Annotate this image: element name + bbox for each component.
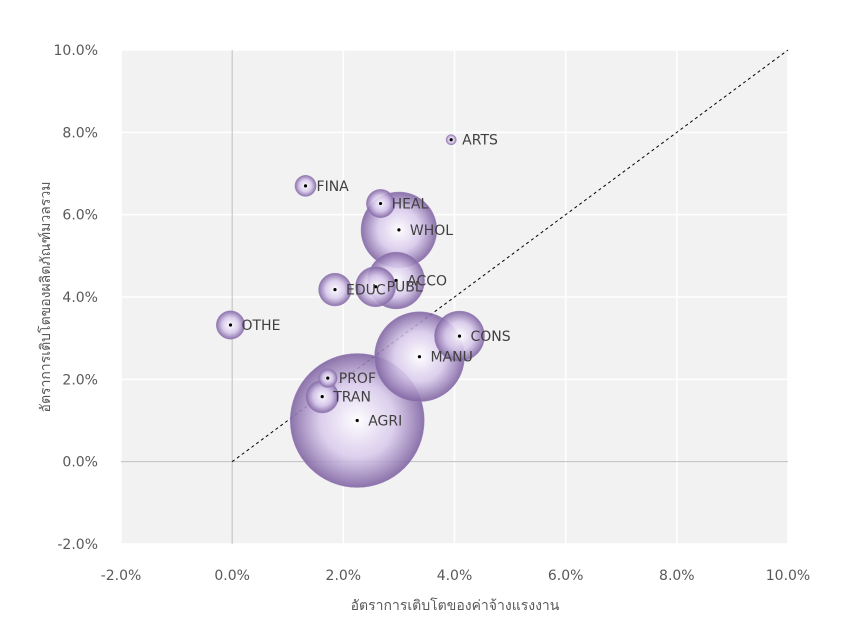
point-marker-acco <box>394 278 398 283</box>
point-marker-agri <box>355 418 359 423</box>
x-tick-label: 10.0% <box>766 568 810 584</box>
point-marker-tran <box>320 395 324 399</box>
x-tick-label: 6.0% <box>548 568 584 584</box>
y-tick-label: -2.0% <box>57 537 98 553</box>
point-marker-prof <box>326 376 330 380</box>
y-tick-label: 4.0% <box>62 290 98 306</box>
point-marker-educ <box>333 287 337 292</box>
point-marker-manu <box>417 355 422 359</box>
y-tick-label: 0.0% <box>62 455 98 471</box>
data-label-heal: HEAL <box>392 197 429 213</box>
x-tick-label: 0.0% <box>214 568 250 584</box>
point-marker-publ <box>373 285 378 289</box>
data-label-agri: AGRI <box>368 414 402 430</box>
x-tick-label: -2.0% <box>101 568 142 584</box>
y-axis-title: อัตราการเติบโตของผลิตภัณฑ์มวลรวม <box>37 182 54 413</box>
data-label-arts: ARTS <box>462 133 498 149</box>
data-label-educ: EDUC <box>346 283 386 299</box>
x-tick-label: 2.0% <box>326 568 362 584</box>
point-marker-fina <box>303 184 308 188</box>
x-tick-label: 4.0% <box>437 568 473 584</box>
point-marker-othe <box>228 323 233 327</box>
y-tick-label: 2.0% <box>62 372 98 388</box>
data-label-publ: PUBL <box>387 280 423 296</box>
data-label-prof: PROF <box>339 371 376 387</box>
y-tick-label: 10.0% <box>54 43 98 59</box>
data-label-manu: MANU <box>430 350 472 366</box>
data-label-tran: TRAN <box>332 390 371 406</box>
y-tick-label: 8.0% <box>62 125 98 141</box>
x-axis-title: อัตราการเติบโตของค่าจ้างแรงงาน <box>351 597 560 614</box>
y-tick-label: 6.0% <box>62 208 98 224</box>
data-label-othe: OTHE <box>241 318 280 334</box>
data-label-cons: CONS <box>471 329 511 345</box>
point-marker-heal <box>378 201 383 206</box>
x-tick-label: 8.0% <box>659 568 695 584</box>
data-label-fina: FINA <box>317 179 350 195</box>
point-marker-whol <box>397 228 401 232</box>
point-marker-cons <box>457 334 462 338</box>
point-marker-arts <box>449 138 453 142</box>
tick-labels: -2.0% 0.0% 2.0% 4.0% 6.0% 8.0% 10.0% -2.0% 0.0% 2… <box>54 43 811 584</box>
data-label-acco: ACCO <box>407 274 447 290</box>
data-label-whol: WHOL <box>410 223 453 239</box>
